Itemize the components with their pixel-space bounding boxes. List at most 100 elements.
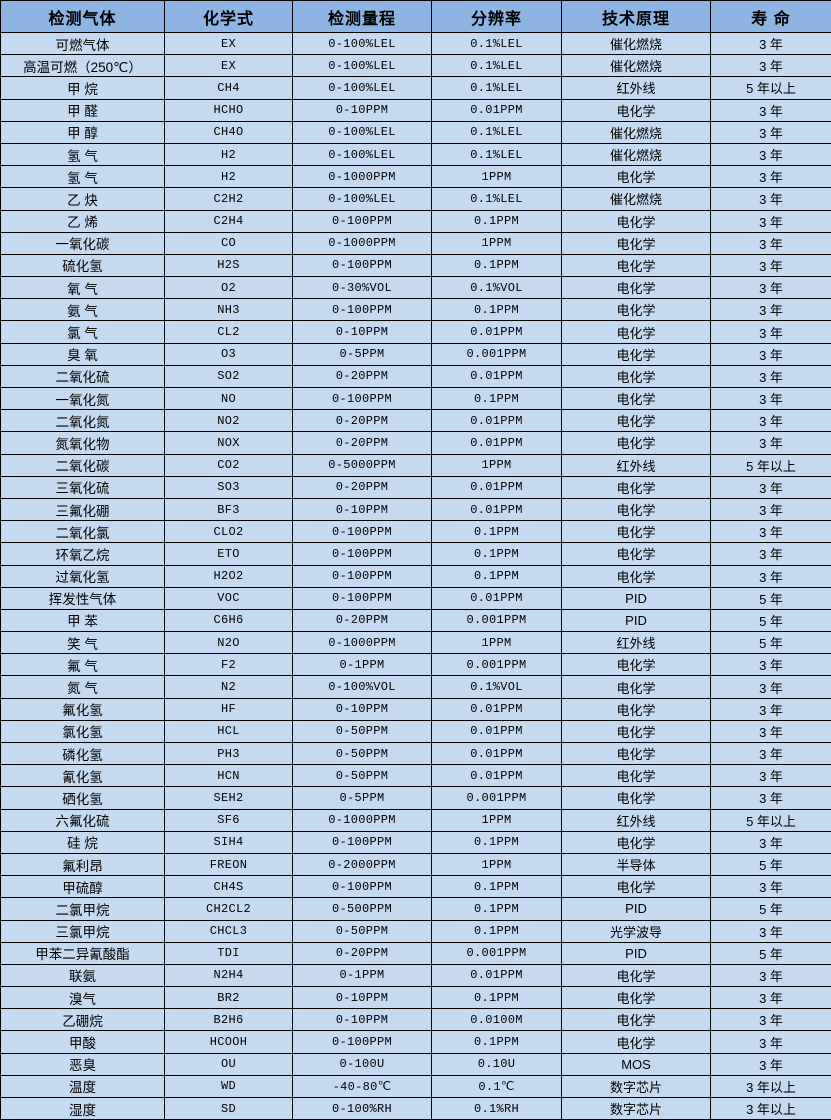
cell-tech: 电化学 bbox=[562, 543, 711, 565]
cell-formula: C6H6 bbox=[165, 609, 293, 631]
cell-res: 0.1%LEL bbox=[432, 77, 562, 99]
cell-gas: 氟 气 bbox=[1, 654, 165, 676]
column-header-technology: 技术原理 bbox=[562, 1, 711, 33]
cell-range: 0-100%LEL bbox=[293, 121, 432, 143]
cell-gas: 二氧化氮 bbox=[1, 410, 165, 432]
cell-formula: CHCL3 bbox=[165, 920, 293, 942]
cell-life: 3 年 bbox=[711, 787, 831, 809]
cell-formula: HCOOH bbox=[165, 1031, 293, 1053]
cell-res: 1PPM bbox=[432, 853, 562, 875]
cell-res: 0.1PPM bbox=[432, 210, 562, 232]
cell-tech: 电化学 bbox=[562, 987, 711, 1009]
cell-life: 3 年 bbox=[711, 765, 831, 787]
cell-tech: 数字芯片 bbox=[562, 1075, 711, 1097]
cell-range: 0-1PPM bbox=[293, 654, 432, 676]
cell-formula: EX bbox=[165, 55, 293, 77]
cell-life: 3 年 bbox=[711, 99, 831, 121]
cell-range: 0-100PPM bbox=[293, 1031, 432, 1053]
column-header-range: 检测量程 bbox=[293, 1, 432, 33]
cell-tech: 红外线 bbox=[562, 632, 711, 654]
cell-formula: SD bbox=[165, 1098, 293, 1120]
cell-range: 0-10PPM bbox=[293, 99, 432, 121]
cell-formula: FREON bbox=[165, 853, 293, 875]
cell-res: 0.01PPM bbox=[432, 964, 562, 986]
cell-tech: 电化学 bbox=[562, 676, 711, 698]
cell-res: 0.1PPM bbox=[432, 543, 562, 565]
cell-tech: 电化学 bbox=[562, 565, 711, 587]
cell-formula: VOC bbox=[165, 587, 293, 609]
cell-range: 0-10PPM bbox=[293, 698, 432, 720]
cell-tech: PID bbox=[562, 587, 711, 609]
cell-formula: HCN bbox=[165, 765, 293, 787]
cell-life: 5 年 bbox=[711, 942, 831, 964]
cell-res: 0.1PPM bbox=[432, 898, 562, 920]
cell-life: 3 年 bbox=[711, 33, 831, 55]
cell-gas: 二氯甲烷 bbox=[1, 898, 165, 920]
cell-tech: 电化学 bbox=[562, 787, 711, 809]
cell-formula: CLO2 bbox=[165, 521, 293, 543]
cell-res: 0.1%VOL bbox=[432, 277, 562, 299]
cell-res: 0.1PPM bbox=[432, 521, 562, 543]
cell-tech: MOS bbox=[562, 1053, 711, 1075]
cell-gas: 氯 气 bbox=[1, 321, 165, 343]
column-header-resolution: 分辨率 bbox=[432, 1, 562, 33]
cell-res: 0.01PPM bbox=[432, 432, 562, 454]
cell-tech: PID bbox=[562, 942, 711, 964]
cell-life: 5 年以上 bbox=[711, 77, 831, 99]
cell-tech: 光学波导 bbox=[562, 920, 711, 942]
cell-life: 3 年 bbox=[711, 410, 831, 432]
cell-formula: NO bbox=[165, 388, 293, 410]
cell-range: 0-10PPM bbox=[293, 987, 432, 1009]
cell-range: 0-100%LEL bbox=[293, 143, 432, 165]
cell-gas: 三氯甲烷 bbox=[1, 920, 165, 942]
cell-life: 3 年 bbox=[711, 365, 831, 387]
cell-range: 0-100PPM bbox=[293, 876, 432, 898]
cell-res: 0.1PPM bbox=[432, 388, 562, 410]
cell-range: 0-50PPM bbox=[293, 765, 432, 787]
cell-gas: 二氧化氯 bbox=[1, 521, 165, 543]
cell-tech: 电化学 bbox=[562, 321, 711, 343]
cell-res: 0.1PPM bbox=[432, 831, 562, 853]
cell-gas: 一氧化氮 bbox=[1, 388, 165, 410]
cell-res: 0.01PPM bbox=[432, 765, 562, 787]
cell-res: 1PPM bbox=[432, 809, 562, 831]
cell-gas: 氰化氢 bbox=[1, 765, 165, 787]
cell-res: 0.0100M bbox=[432, 1009, 562, 1031]
cell-range: 0-100%VOL bbox=[293, 676, 432, 698]
cell-res: 0.1%LEL bbox=[432, 55, 562, 77]
cell-tech: 电化学 bbox=[562, 99, 711, 121]
cell-range: 0-10PPM bbox=[293, 498, 432, 520]
cell-tech: 电化学 bbox=[562, 432, 711, 454]
cell-formula: C2H2 bbox=[165, 188, 293, 210]
cell-life: 3 年 bbox=[711, 964, 831, 986]
cell-life: 3 年 bbox=[711, 1053, 831, 1075]
cell-life: 3 年 bbox=[711, 676, 831, 698]
cell-gas: 二氧化硫 bbox=[1, 365, 165, 387]
cell-life: 3 年 bbox=[711, 254, 831, 276]
cell-formula: HF bbox=[165, 698, 293, 720]
cell-life: 3 年 bbox=[711, 321, 831, 343]
cell-life: 5 年 bbox=[711, 632, 831, 654]
cell-res: 0.1%RH bbox=[432, 1098, 562, 1120]
cell-formula: H2S bbox=[165, 254, 293, 276]
cell-range: 0-100%LEL bbox=[293, 77, 432, 99]
cell-tech: 电化学 bbox=[562, 299, 711, 321]
cell-life: 3 年 bbox=[711, 1009, 831, 1031]
cell-range: 0-1PPM bbox=[293, 964, 432, 986]
